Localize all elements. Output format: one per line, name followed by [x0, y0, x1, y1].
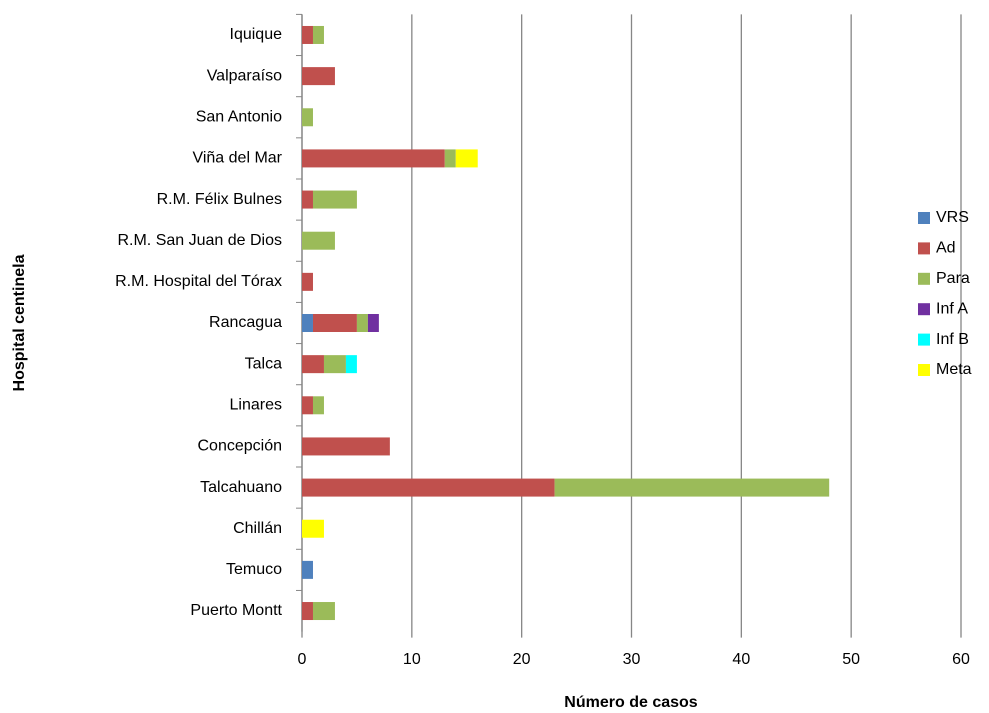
legend-swatch: [918, 212, 930, 224]
bar-segment: [345, 355, 357, 374]
bar-segment: [302, 25, 313, 44]
bar-segment: [302, 396, 313, 415]
x-tick-label: 20: [513, 651, 531, 668]
bar-segment: [302, 67, 335, 86]
y-tick-label: R.M. San Juan de Dios: [117, 232, 282, 249]
bar-segment: [302, 108, 313, 127]
y-tick-label: Iquique: [230, 26, 283, 43]
y-tick-label: Valparaíso: [207, 67, 282, 84]
y-tick-label: Talca: [245, 355, 282, 372]
bar-segment: [455, 149, 478, 168]
bar-segment: [356, 314, 368, 332]
x-tick-label: 40: [732, 651, 750, 668]
y-tick-label: Viña del Mar: [192, 150, 282, 167]
legend-label: Inf A: [936, 300, 968, 317]
bar-segment: [302, 519, 324, 538]
legend-swatch: [918, 272, 930, 285]
y-tick-label: Concepción: [198, 438, 283, 455]
bar-segment: [323, 355, 346, 374]
bar-segment: [302, 272, 313, 291]
x-tick-label: 10: [403, 651, 421, 668]
bar-segment: [302, 437, 390, 456]
bar-segment: [312, 602, 335, 621]
y-tick-label: Chillán: [233, 520, 282, 537]
bar-segment: [444, 149, 456, 168]
bar-segment: [302, 231, 335, 250]
bar-segment: [302, 190, 313, 209]
bar-segment: [302, 314, 313, 332]
x-tick-label: 60: [952, 651, 970, 668]
bar-segment: [312, 396, 324, 415]
bar-segment: [302, 355, 324, 374]
y-tick-label: Temuco: [226, 561, 282, 578]
x-tick-label: 0: [298, 651, 307, 668]
y-tick-label: Talcahuano: [200, 479, 282, 496]
bar-segment: [312, 314, 357, 332]
x-axis-title: Número de casos: [564, 694, 697, 711]
legend-swatch: [918, 333, 930, 346]
y-tick-label: San Antonio: [196, 108, 282, 125]
x-tick-label: 30: [623, 651, 641, 668]
bar-segment: [367, 314, 379, 332]
y-tick-label: Rancagua: [209, 314, 282, 331]
legend-swatch: [918, 242, 930, 255]
bar-segment: [302, 560, 313, 579]
legend-label: Meta: [936, 361, 972, 378]
legend-label: VRS: [936, 209, 969, 226]
bar-segment: [302, 602, 313, 621]
y-tick-label: R.M. Hospital del Tórax: [115, 273, 282, 290]
bar-segment: [302, 478, 555, 497]
bar-segment: [312, 190, 357, 209]
x-tick-label: 50: [842, 651, 860, 668]
bar-segment: [312, 25, 324, 44]
legend-swatch: [918, 364, 930, 376]
y-tick-label: R.M. Félix Bulnes: [157, 191, 282, 208]
y-tick-label: Puerto Montt: [190, 602, 282, 619]
legend-swatch: [918, 303, 930, 316]
y-axis-title: Hospital centinela: [11, 254, 28, 391]
legend-label: Inf B: [936, 331, 969, 348]
y-tick-label: Linares: [230, 397, 282, 414]
bar-segment: [554, 478, 830, 497]
legend-label: Ad: [936, 240, 956, 257]
bar-segment: [302, 149, 445, 168]
legend-label: Para: [936, 270, 970, 287]
